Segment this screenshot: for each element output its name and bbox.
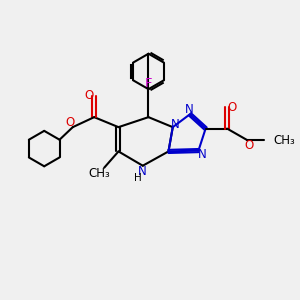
Text: O: O: [228, 100, 237, 114]
Text: N: N: [171, 118, 179, 131]
Text: O: O: [245, 139, 254, 152]
Text: N: N: [197, 148, 206, 161]
Text: CH₃: CH₃: [88, 167, 110, 180]
Text: CH₃: CH₃: [273, 134, 295, 146]
Text: O: O: [65, 116, 74, 128]
Text: N: N: [185, 103, 194, 116]
Text: H: H: [134, 173, 142, 183]
Text: F: F: [145, 77, 152, 90]
Text: O: O: [84, 88, 94, 102]
Text: N: N: [138, 166, 147, 178]
